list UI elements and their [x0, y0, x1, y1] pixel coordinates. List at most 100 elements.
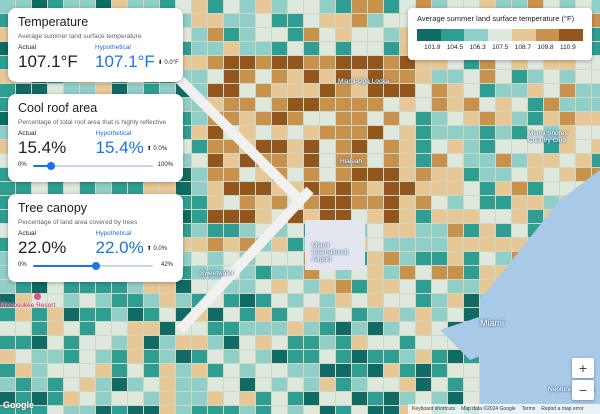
map-tile — [192, 252, 207, 265]
map-tile — [464, 364, 479, 377]
map-tile — [304, 168, 319, 181]
map-tile — [544, 126, 559, 139]
map-tile — [240, 224, 255, 237]
map-tile — [560, 154, 575, 167]
map-tile — [368, 336, 383, 349]
map-tile — [288, 98, 303, 111]
map-tile — [320, 98, 335, 111]
map-tile — [432, 196, 447, 209]
tree-canopy-slider-track[interactable] — [33, 262, 153, 270]
map-tile — [336, 280, 351, 293]
map-tile — [16, 378, 31, 391]
map-tile — [192, 28, 207, 41]
map-tile — [352, 294, 367, 307]
map-tile — [288, 140, 303, 153]
map-tile — [64, 280, 79, 293]
map-tile — [464, 182, 479, 195]
map-tile — [592, 56, 600, 69]
map-tile — [160, 294, 175, 307]
map-tile — [192, 56, 207, 69]
map-tile — [400, 168, 415, 181]
map-tile — [208, 70, 223, 83]
map-tile — [288, 154, 303, 167]
map-tile — [560, 70, 575, 83]
map-tile — [352, 0, 367, 13]
map-label-miami[interactable]: Miami — [480, 318, 504, 328]
zoom-out-button[interactable]: − — [572, 380, 594, 400]
map-label-neptune[interactable]: Neptune Marina — [548, 386, 594, 393]
map-tile — [384, 224, 399, 237]
map-tile — [112, 308, 127, 321]
temperature-actual-value: 107.1°F — [18, 52, 78, 71]
map-tile — [432, 364, 447, 377]
map-tile — [320, 364, 335, 377]
map-tile — [560, 84, 575, 97]
map-tile — [432, 336, 447, 349]
map-tile — [272, 154, 287, 167]
map-tile — [240, 294, 255, 307]
map-tile — [240, 56, 255, 69]
map-tile — [304, 392, 319, 405]
map-tile — [0, 322, 15, 335]
cool-roof-title: Cool roof area — [18, 101, 98, 115]
map-tile — [368, 196, 383, 209]
map-tile — [240, 406, 255, 414]
map-tile — [144, 364, 159, 377]
map-tile — [288, 28, 303, 41]
map-tile — [368, 364, 383, 377]
map-tile — [256, 28, 271, 41]
map-label-sweetwater[interactable]: Sweetwater — [200, 270, 234, 277]
map-tile — [432, 378, 447, 391]
map-label-miccosukee[interactable]: Miccosukee Resort — [0, 302, 56, 309]
map-tile — [480, 196, 495, 209]
map-tile — [304, 112, 319, 125]
map-tile — [512, 112, 527, 125]
map-tile — [32, 322, 47, 335]
tree-canopy-slider-thumb[interactable] — [91, 262, 100, 270]
map-tile — [176, 392, 191, 405]
map-tile — [432, 294, 447, 307]
map-tile — [64, 364, 79, 377]
map-tile — [592, 70, 600, 83]
map-label-miami-shores[interactable]: Miami Shores Country Club — [528, 130, 568, 144]
map-tile — [384, 154, 399, 167]
map-label-hialeah[interactable]: Hialeah — [340, 158, 363, 165]
map-tile — [256, 14, 271, 27]
map-tile — [320, 140, 335, 153]
map-tile — [448, 112, 463, 125]
tree-canopy-hypothetical-label: Hypothetical — [95, 230, 132, 237]
map-label-opa-locka[interactable]: Miami-Opa Locka — [338, 78, 389, 85]
location-pin-icon[interactable] — [34, 293, 41, 300]
map-tile — [592, 98, 600, 111]
temperature-hypothetical-value: 107.1°F — [95, 52, 155, 71]
map-tile — [512, 98, 527, 111]
map-tile — [496, 196, 511, 209]
terms-link[interactable]: Terms — [521, 406, 536, 412]
map-tile — [464, 294, 479, 307]
map-tile — [240, 210, 255, 223]
map-tile — [432, 280, 447, 293]
map-tile — [48, 84, 63, 97]
map-tile — [80, 406, 95, 414]
map-tile — [240, 0, 255, 13]
cool-roof-slider-track[interactable] — [33, 162, 153, 170]
map-tile — [416, 168, 431, 181]
keyboard-shortcuts-link[interactable]: Keyboard shortcuts — [412, 406, 456, 412]
map-tile — [448, 294, 463, 307]
map-tile — [560, 112, 575, 125]
cool-roof-slider[interactable]: 0% 100% — [18, 161, 173, 171]
zoom-in-button[interactable]: + — [572, 358, 594, 378]
map-tile — [432, 392, 447, 405]
map-tile — [464, 210, 479, 223]
tree-canopy-slider[interactable]: 0% 42% — [18, 261, 173, 271]
report-error-link[interactable]: Report a map error — [541, 406, 584, 412]
cool-roof-subtitle: Percentage of total roof area that is hi… — [18, 119, 167, 126]
map-tile — [288, 14, 303, 27]
map-tile — [48, 378, 63, 391]
map-label-airport[interactable]: Miami International Airport — [312, 242, 348, 263]
map-tile — [256, 322, 271, 335]
cool-roof-slider-thumb[interactable] — [47, 162, 56, 170]
map-tile — [208, 56, 223, 69]
map-tile — [432, 98, 447, 111]
map-tile — [304, 308, 319, 321]
